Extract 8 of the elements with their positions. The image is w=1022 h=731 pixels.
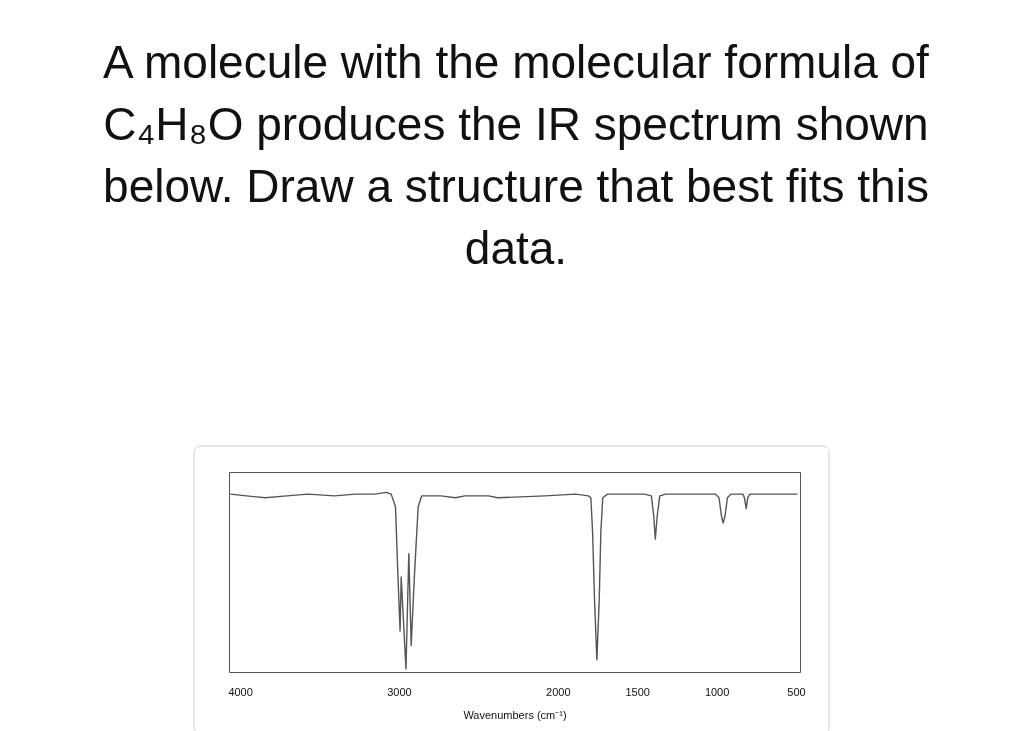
x-tick-label: 1500: [625, 685, 650, 698]
x-tick-label: 2000: [546, 685, 571, 698]
x-axis-title: Wavenumbers (cm⁻¹): [463, 708, 567, 721]
x-tick-label: 1000: [704, 685, 730, 698]
x-tick-label: 4000: [228, 685, 253, 698]
x-tick-label: 3000: [387, 685, 412, 698]
chart-title: A molecule with the molecular formula of C₄H₈O produces the IR spectrum shown below. Draw a structure that best fits this data.: [102, 35, 930, 276]
x-tick-label: 500: [787, 685, 806, 698]
